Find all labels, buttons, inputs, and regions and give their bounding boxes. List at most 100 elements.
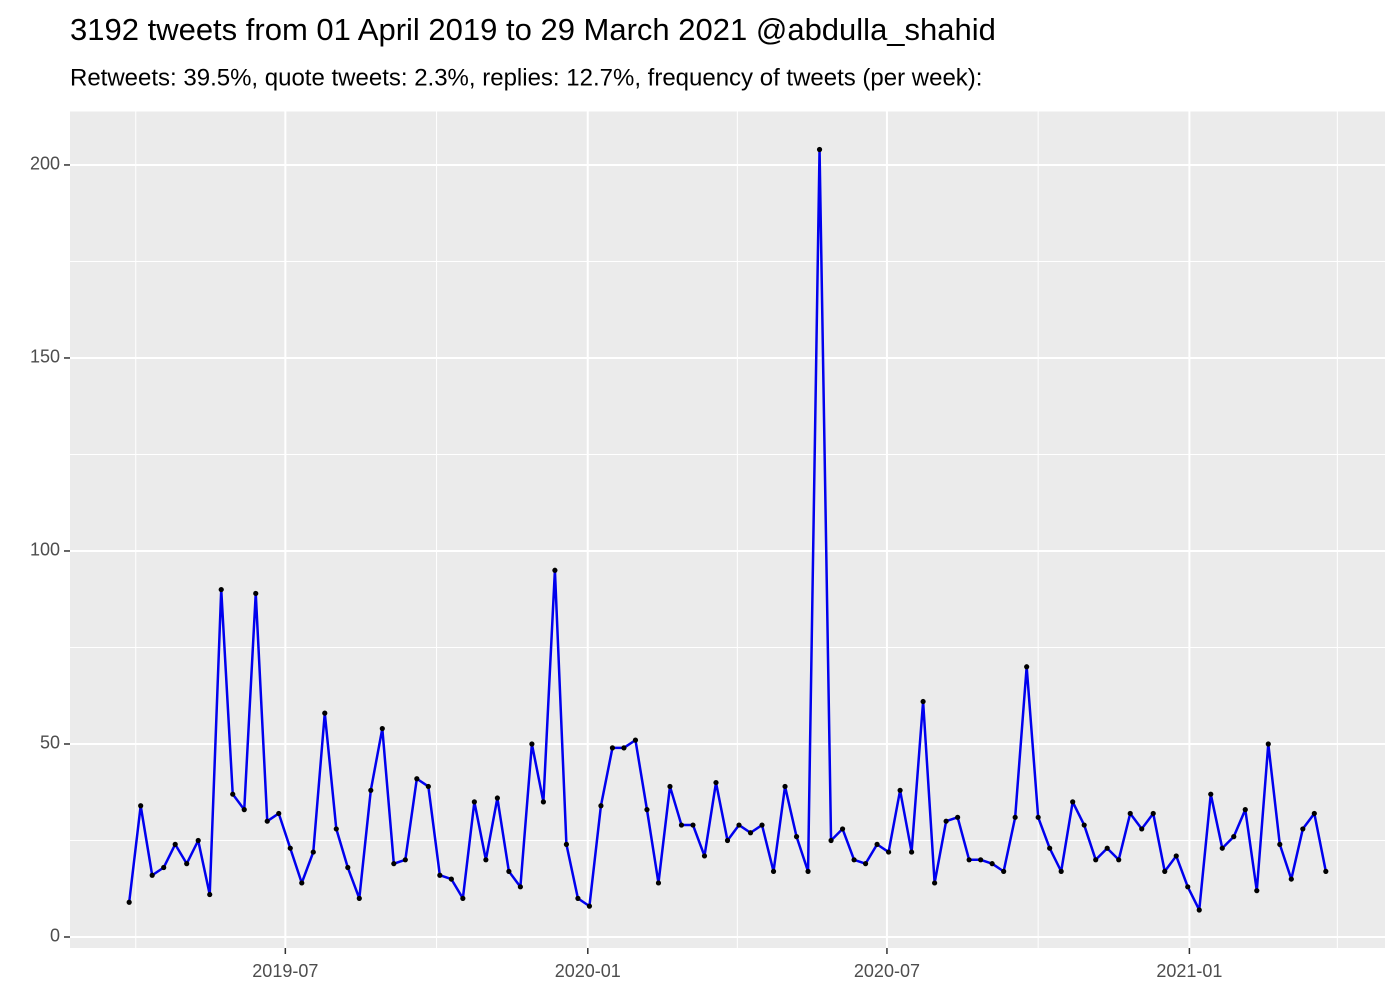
data-point — [909, 849, 915, 855]
y-tick-label: 200 — [30, 154, 60, 174]
data-point — [1081, 822, 1087, 828]
data-point — [379, 725, 385, 732]
data-point — [1300, 826, 1306, 832]
data-point — [1127, 810, 1133, 817]
data-point — [1323, 868, 1329, 874]
data-point — [805, 868, 811, 874]
data-point — [391, 861, 397, 867]
data-point — [310, 849, 316, 855]
data-point — [701, 853, 708, 859]
data-point — [1265, 741, 1271, 747]
data-point — [425, 783, 431, 790]
data-point — [172, 841, 178, 847]
data-point — [989, 861, 995, 867]
data-point — [529, 741, 535, 747]
data-point — [540, 799, 547, 805]
data-point — [1024, 664, 1030, 670]
data-point — [667, 783, 673, 790]
data-point — [1058, 868, 1064, 874]
data-point — [816, 146, 823, 153]
data-point — [264, 818, 270, 824]
data-point — [333, 826, 339, 832]
plot-background — [70, 111, 1385, 948]
data-point — [138, 803, 144, 809]
data-point — [978, 857, 984, 863]
data-point — [966, 857, 972, 863]
data-point — [655, 880, 662, 886]
data-point — [287, 845, 293, 851]
x-tick-label: 2020-01 — [555, 961, 621, 981]
data-point — [161, 864, 167, 871]
data-point — [552, 567, 558, 573]
data-point — [207, 891, 213, 898]
data-point — [1139, 826, 1145, 832]
data-point — [1162, 868, 1168, 874]
data-point — [1254, 888, 1260, 894]
data-point — [322, 710, 328, 716]
data-point — [897, 787, 903, 793]
data-point — [126, 899, 132, 905]
data-point — [471, 799, 477, 805]
data-point — [460, 895, 466, 901]
data-point — [862, 861, 869, 867]
data-point — [598, 803, 604, 809]
data-point — [724, 837, 731, 844]
data-point — [1288, 876, 1294, 882]
data-point — [494, 795, 500, 801]
data-point — [1311, 810, 1317, 817]
data-point — [356, 895, 362, 901]
data-point — [782, 783, 788, 790]
data-point — [793, 834, 800, 840]
data-point — [770, 868, 777, 874]
y-tick-label: 100 — [30, 540, 60, 560]
data-point — [448, 876, 454, 882]
data-point — [253, 590, 259, 597]
y-tick-label: 150 — [30, 347, 60, 367]
data-point — [1047, 845, 1053, 851]
data-point — [184, 861, 190, 867]
data-point — [1185, 884, 1191, 890]
data-point — [1012, 814, 1018, 820]
data-point — [276, 810, 282, 817]
data-point — [402, 857, 408, 863]
data-point — [1001, 868, 1007, 874]
data-point — [828, 837, 834, 844]
data-point — [885, 849, 892, 855]
data-point — [1035, 814, 1041, 820]
data-point — [632, 737, 639, 743]
x-tick-label: 2019-07 — [252, 961, 318, 981]
x-tick-label: 2020-07 — [854, 961, 920, 981]
data-point — [517, 884, 523, 890]
data-point — [1104, 845, 1110, 851]
data-point — [713, 779, 719, 786]
data-point — [874, 841, 880, 847]
data-point — [437, 872, 443, 878]
data-point — [1208, 791, 1214, 797]
data-point — [586, 903, 593, 909]
data-point — [955, 814, 961, 820]
data-point — [621, 745, 627, 751]
data-point — [195, 837, 201, 844]
data-point — [678, 822, 685, 828]
x-tick-label: 2021-01 — [1156, 961, 1222, 981]
data-point — [1116, 857, 1122, 863]
data-point — [1196, 907, 1202, 913]
data-point — [932, 880, 938, 886]
data-point — [1150, 810, 1156, 817]
data-point — [851, 857, 857, 863]
data-point — [1093, 857, 1099, 863]
data-point — [644, 807, 650, 813]
data-point — [345, 864, 351, 871]
data-point — [575, 895, 581, 901]
data-point — [414, 776, 420, 782]
data-point — [368, 787, 374, 793]
data-point — [1219, 845, 1225, 851]
data-point — [1231, 834, 1237, 840]
chart-title: 3192 tweets from 01 April 2019 to 29 Mar… — [70, 12, 996, 47]
data-point — [1173, 853, 1179, 859]
data-point — [563, 841, 570, 847]
data-point — [1277, 841, 1283, 847]
data-point — [609, 745, 616, 751]
data-point — [943, 818, 949, 824]
